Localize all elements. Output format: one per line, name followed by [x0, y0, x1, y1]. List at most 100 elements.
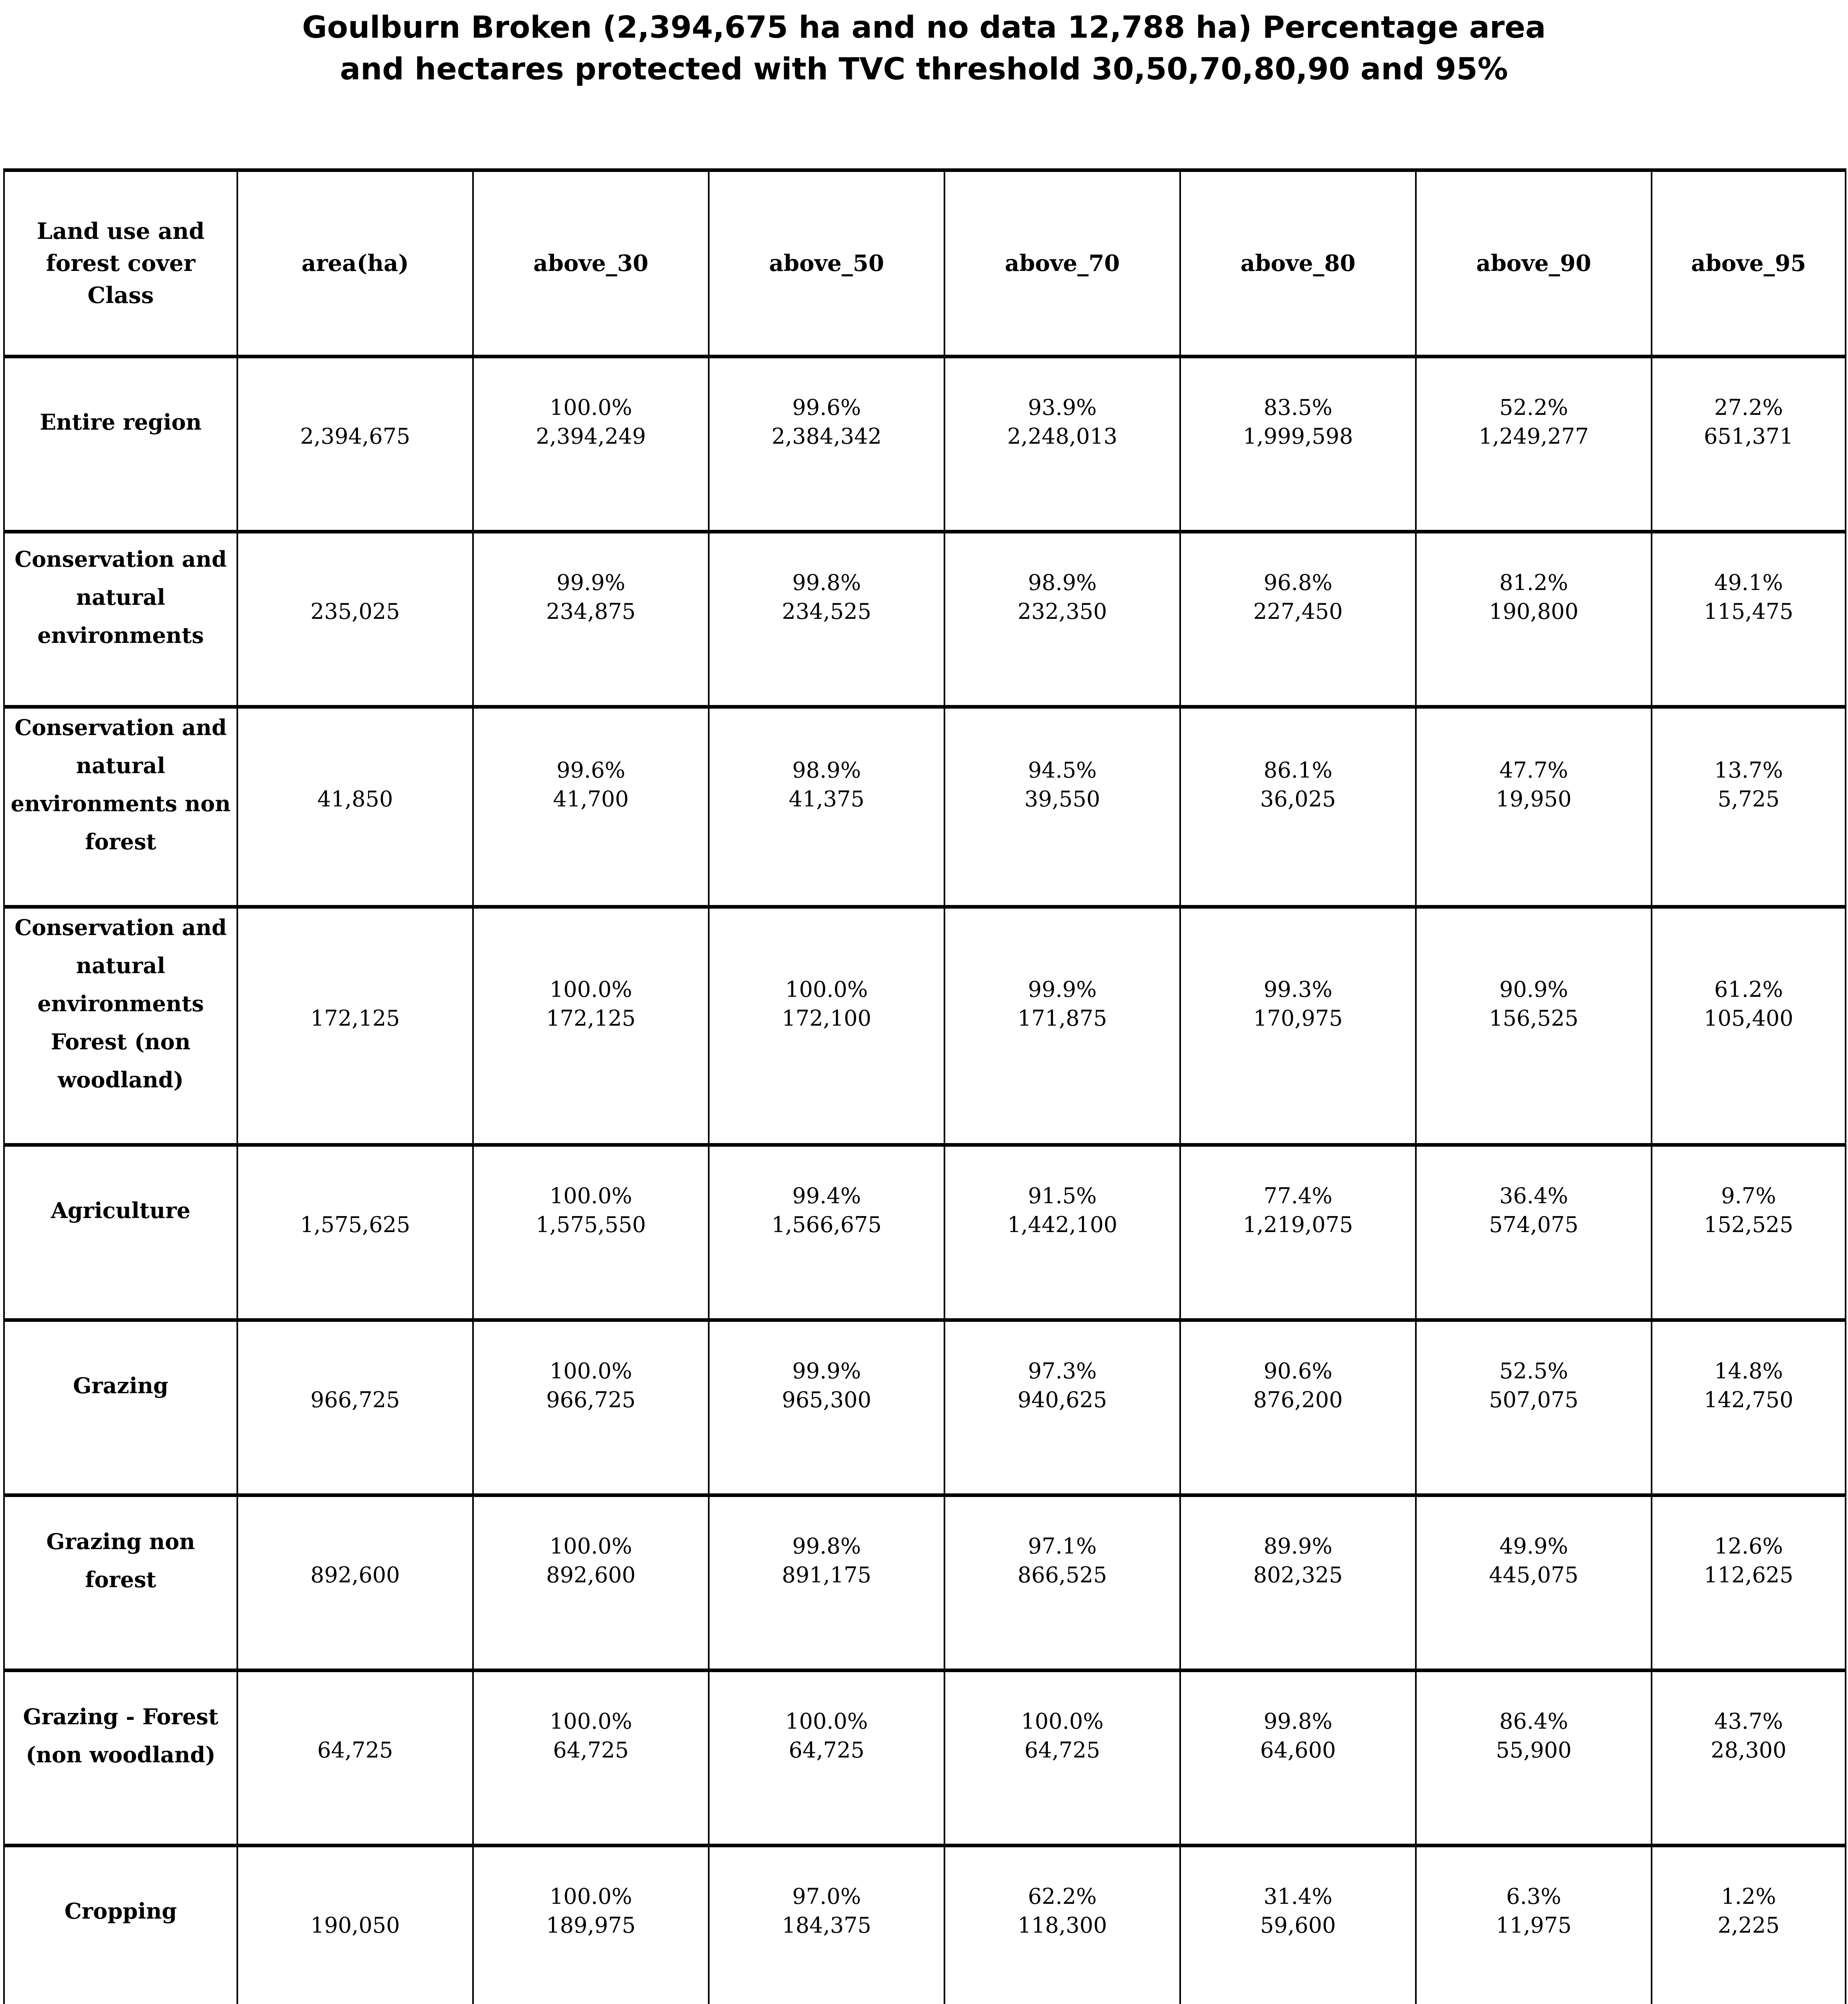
threshold-cell: 94.5% 39,550	[944, 705, 1181, 907]
threshold-cell: 99.9% 171,875	[944, 905, 1181, 1145]
percent-value: 90.6%	[1264, 1358, 1332, 1384]
threshold-cell: 52.5% 507,075	[1415, 1318, 1652, 1495]
threshold-cell: 90.9% 156,525	[1415, 905, 1652, 1145]
percent-value: 100.0%	[550, 395, 632, 420]
percent-value: 99.6%	[792, 395, 861, 420]
column-header-text: above_80	[1240, 250, 1356, 277]
hectares-value: 234,875	[546, 599, 636, 624]
hectares-value: 892,600	[546, 1562, 636, 1588]
threshold-cell: 1.2% 2,225	[1651, 1844, 1846, 2004]
row-label-text: Conservation and	[14, 915, 227, 940]
hectares-value: 445,075	[1489, 1562, 1579, 1588]
percent-value: 100.0%	[550, 976, 632, 1002]
hectares-value: 64,725	[1024, 1737, 1100, 1763]
percent-value: 27.2%	[1714, 395, 1783, 420]
percent-value: 77.4%	[1264, 1183, 1332, 1208]
hectares-value: 28,300	[1711, 1737, 1787, 1763]
threshold-cell: 13.7% 5,725	[1651, 705, 1846, 907]
column-header: Land use and forest cover Class	[3, 168, 238, 357]
row-label-text: environments non	[10, 791, 231, 816]
hectares-value: 171,875	[1017, 1005, 1107, 1031]
row-label-text: (non woodland)	[26, 1742, 216, 1768]
row-label-text: forest	[85, 1567, 156, 1592]
threshold-cell: 81.2% 190,800	[1415, 530, 1652, 707]
table-row: Grazing non forest 892,600 100.0% 892,600 99.…	[3, 1493, 1846, 1671]
percent-value: 83.5%	[1264, 395, 1332, 420]
hectares-value: 190,800	[1489, 599, 1579, 624]
area-value: 235,025	[310, 599, 400, 624]
threshold-cell: 100.0% 1,575,550	[472, 1143, 710, 1320]
area-value: 64,725	[317, 1737, 393, 1763]
row-label-cell: Conservation and natural environments Fores…	[3, 905, 238, 1145]
hectares-value: 1,999,598	[1243, 424, 1353, 449]
column-header-text: above_30	[533, 250, 649, 277]
row-label-cell: Entire region	[3, 355, 238, 532]
threshold-cell: 49.9% 445,075	[1415, 1493, 1652, 1671]
area-cell: 1,575,625	[237, 1143, 474, 1320]
hectares-value: 507,075	[1489, 1387, 1579, 1412]
percent-value: 99.4%	[792, 1183, 861, 1208]
threshold-cell: 98.9% 232,350	[944, 530, 1181, 707]
percent-value: 91.5%	[1028, 1183, 1097, 1208]
row-label-text: environments	[37, 991, 204, 1016]
header-row: Land use and forest cover Class area(ha) abo…	[3, 168, 1846, 357]
hectares-value: 2,248,013	[1007, 424, 1118, 449]
column-header: above_70	[944, 168, 1181, 357]
percent-value: 100.0%	[550, 1709, 632, 1734]
row-label-text: forest	[85, 829, 156, 855]
threshold-cell: 86.4% 55,900	[1415, 1669, 1652, 1846]
column-header-text: above_70	[1005, 250, 1120, 277]
percent-value: 99.3%	[1264, 976, 1332, 1002]
hectares-value: 965,300	[782, 1387, 871, 1412]
percent-value: 52.2%	[1499, 395, 1568, 420]
percent-value: 98.9%	[792, 758, 861, 783]
threshold-cell: 100.0% 966,725	[472, 1318, 710, 1495]
percent-value: 97.1%	[1028, 1533, 1097, 1559]
hectares-value: 142,750	[1704, 1387, 1793, 1412]
column-header: above_80	[1179, 168, 1417, 357]
percent-value: 61.2%	[1714, 976, 1783, 1002]
percent-value: 49.9%	[1499, 1533, 1568, 1559]
hectares-value: 118,300	[1017, 1913, 1107, 1938]
percent-value: 97.3%	[1028, 1358, 1097, 1384]
hectares-value: 172,100	[782, 1005, 871, 1031]
hectares-value: 966,725	[546, 1387, 636, 1412]
percent-value: 86.4%	[1499, 1709, 1568, 1734]
hectares-value: 651,371	[1704, 424, 1793, 449]
row-label-text: woodland)	[57, 1067, 184, 1093]
threshold-cell: 83.5% 1,999,598	[1179, 355, 1417, 532]
hectares-value: 232,350	[1017, 599, 1107, 624]
percent-value: 100.0%	[550, 1533, 632, 1559]
hectares-value: 152,525	[1704, 1212, 1793, 1237]
hectares-value: 59,600	[1260, 1913, 1336, 1938]
threshold-cell: 99.6% 41,700	[472, 705, 710, 907]
area-value: 190,050	[310, 1913, 400, 1938]
threshold-cell: 100.0% 64,725	[944, 1669, 1181, 1846]
row-label-text: Grazing non	[46, 1529, 195, 1554]
threshold-cell: 61.2% 105,400	[1651, 905, 1846, 1145]
table-row: Conservation and natural environments 235,0…	[3, 530, 1846, 707]
percent-value: 98.9%	[1028, 570, 1097, 595]
row-label-cell: Grazing non forest	[3, 1493, 238, 1671]
percent-value: 96.8%	[1264, 570, 1332, 595]
row-label-text: Conservation and	[14, 546, 227, 572]
threshold-cell: 43.7% 28,300	[1651, 1669, 1846, 1846]
percent-value: 94.5%	[1028, 758, 1097, 783]
threshold-cell: 12.6% 112,625	[1651, 1493, 1846, 1671]
threshold-cell: 100.0% 172,125	[472, 905, 710, 1145]
percent-value: 100.0%	[1021, 1709, 1104, 1734]
hectares-value: 1,575,550	[536, 1212, 646, 1237]
percent-value: 100.0%	[550, 1358, 632, 1384]
percent-value: 99.6%	[556, 758, 625, 783]
column-header: above_50	[708, 168, 945, 357]
row-label-text: Entire region	[40, 409, 202, 435]
hectares-value: 184,375	[782, 1913, 871, 1938]
area-cell: 2,394,675	[237, 355, 474, 532]
percent-value: 99.8%	[792, 1533, 861, 1559]
row-label-cell: Agriculture	[3, 1143, 238, 1320]
threshold-cell: 77.4% 1,219,075	[1179, 1143, 1417, 1320]
threshold-cell: 91.5% 1,442,100	[944, 1143, 1181, 1320]
area-value: 172,125	[310, 1005, 400, 1031]
percent-value: 6.3%	[1506, 1884, 1561, 1909]
